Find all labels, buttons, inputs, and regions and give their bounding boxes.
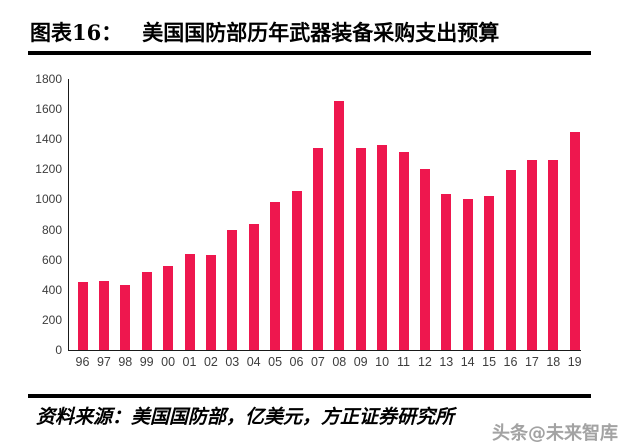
x-tick-label-05: 05	[268, 355, 283, 369]
bar-99	[141, 272, 152, 350]
x-tick-label-02: 02	[203, 355, 218, 369]
chart-title-prefix: 图表16：	[30, 20, 123, 45]
x-tick-label-12: 12	[417, 355, 432, 369]
bar-97	[98, 280, 109, 350]
bar-04	[248, 223, 259, 350]
bar-00	[163, 265, 174, 350]
bar-03	[227, 229, 238, 350]
bar-96	[77, 282, 88, 350]
bar-01	[184, 253, 195, 350]
bar-chart: 0 200 400 600 800 1000 1200 1400 1600 1800 96 97 98…	[0, 60, 626, 390]
chart-title-text: 美国国防部历年武器装备采购支出预算	[142, 20, 500, 45]
bar-02	[205, 255, 216, 350]
x-tick-label-13: 13	[439, 355, 454, 369]
x-tick-label-14: 14	[460, 355, 475, 369]
x-tick-label-01: 01	[182, 355, 197, 369]
bar-10	[377, 144, 388, 350]
x-tick-label-06: 06	[289, 355, 304, 369]
y-tick-label-600: 600	[41, 252, 62, 267]
bar-16	[505, 170, 516, 350]
y-tick-label-0: 0	[55, 343, 62, 357]
y-tick-label-1000: 1000	[35, 192, 62, 207]
bar-19	[569, 131, 580, 350]
x-tick-label-16: 16	[503, 355, 518, 369]
x-tick-label-19: 19	[567, 355, 582, 369]
source-note: 资料来源：美国国防部，亿美元，方正证券研究所	[36, 406, 455, 428]
watermark: 头条@未来智库	[492, 423, 618, 444]
bar-07	[312, 147, 323, 350]
chart-title: 图表16： 美国国防部历年武器装备采购支出预算	[30, 16, 596, 50]
x-tick-label-97: 97	[96, 355, 111, 369]
bar-08	[334, 100, 345, 350]
y-tick-label-1800: 1800	[35, 72, 62, 86]
plot-area	[68, 79, 581, 351]
title-divider-line	[28, 51, 591, 55]
x-tick-label-96: 96	[75, 355, 90, 369]
y-tick-label-800: 800	[41, 222, 62, 237]
y-tick-label-1200: 1200	[35, 162, 62, 177]
footer-divider-line	[28, 394, 591, 398]
x-tick-label-18: 18	[546, 355, 561, 369]
bar-05	[270, 201, 281, 350]
y-axis: 0 200 400 600 800 1000 1200 1400 1600 1800	[0, 72, 62, 357]
x-tick-label-15: 15	[482, 355, 497, 369]
x-tick-label-00: 00	[161, 355, 176, 369]
bar-11	[398, 152, 409, 350]
y-tick-label-200: 200	[41, 312, 62, 327]
bar-12	[419, 169, 430, 350]
bar-13	[441, 194, 452, 350]
bar-09	[355, 147, 366, 350]
x-tick-label-08: 08	[332, 355, 347, 369]
bar-15	[484, 195, 495, 350]
bar-14	[462, 198, 473, 350]
x-tick-label-04: 04	[246, 355, 261, 369]
x-tick-label-09: 09	[353, 355, 368, 369]
x-tick-label-11: 11	[397, 355, 410, 369]
y-tick-label-400: 400	[41, 282, 62, 297]
x-tick-label-07: 07	[310, 355, 325, 369]
bar-06	[291, 191, 302, 350]
x-axis: 96 97 98 99 00 01 02 03 04 05 06 07 08 09 10 11 12 13 14 15…	[68, 354, 582, 370]
x-tick-label-98: 98	[118, 355, 133, 369]
x-tick-label-17: 17	[524, 355, 539, 369]
y-tick-label-1600: 1600	[35, 102, 62, 117]
x-tick-label-10: 10	[375, 355, 390, 369]
x-tick-label-03: 03	[225, 355, 240, 369]
bar-18	[548, 160, 559, 350]
y-tick-label-1400: 1400	[35, 132, 62, 147]
bar-98	[120, 284, 131, 350]
x-tick-label-99: 99	[139, 355, 154, 369]
bar-17	[526, 160, 537, 350]
